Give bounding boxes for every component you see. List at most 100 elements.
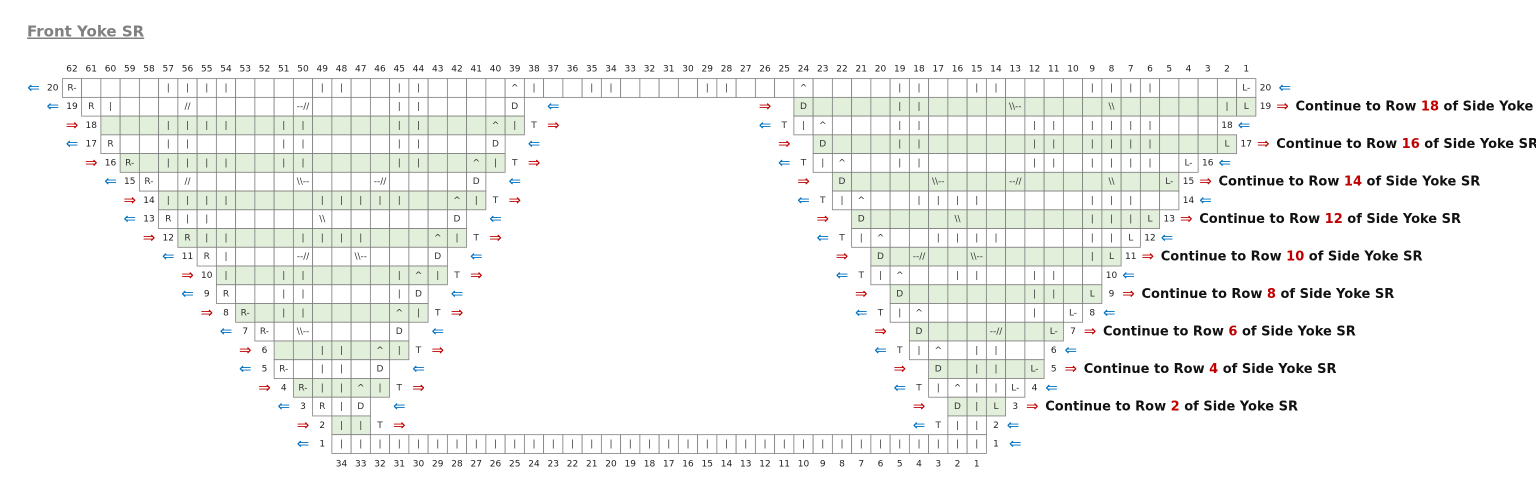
stitch-cell xyxy=(1024,78,1045,98)
turn-mark: T xyxy=(473,233,480,243)
stitch-cell xyxy=(966,209,987,229)
row-arrow: ⇒ xyxy=(816,210,829,228)
stitch-symbol: \\ xyxy=(954,215,961,225)
row-note: Continue to Row 2 of Side Yoke SR xyxy=(1045,399,1298,414)
stitch-symbol: | xyxy=(840,196,843,206)
stitch-symbol: | xyxy=(417,440,420,450)
row-arrow: ⇒ xyxy=(1026,397,1039,415)
stitch-symbol: | xyxy=(629,440,632,450)
row-number: 1 xyxy=(993,440,999,450)
stitch-symbol: | xyxy=(455,233,458,243)
row-number: 12 xyxy=(163,233,174,243)
stitch-symbol: | xyxy=(571,440,574,450)
row-number: 14 xyxy=(1183,196,1195,206)
stitch-symbol: | xyxy=(301,290,304,300)
stitch-symbol: | xyxy=(1091,233,1094,243)
row-arrow: ⇐ xyxy=(27,79,40,97)
stitch-symbol: | xyxy=(1110,84,1113,94)
stitch-cell xyxy=(889,171,910,192)
note-text: Continue to Row xyxy=(1219,174,1344,189)
stitch-cell xyxy=(1005,378,1026,398)
stitch-symbol: R- xyxy=(144,177,153,187)
column-number: 53 xyxy=(240,65,251,75)
row-arrow: ⇒ xyxy=(1064,360,1077,378)
stitch-symbol: | xyxy=(340,365,343,375)
row-arrow: ⇐ xyxy=(855,303,868,321)
stitch-symbol: | xyxy=(1033,308,1036,318)
stitch-cell xyxy=(812,96,833,117)
row-number: 10 xyxy=(1106,271,1118,281)
stitch-cell xyxy=(947,115,968,136)
stitch-cell xyxy=(1197,115,1218,136)
column-number: 45 xyxy=(394,65,405,75)
column-number: 49 xyxy=(317,65,329,75)
column-number: 32 xyxy=(374,460,385,470)
stitch-cell xyxy=(1043,78,1064,98)
stitch-cell xyxy=(1005,340,1026,361)
stitch-cell xyxy=(1005,153,1026,173)
stitch-symbol: | xyxy=(1033,140,1036,150)
stitch-cell xyxy=(331,209,352,229)
stitch-cell xyxy=(1159,134,1180,154)
stitch-cell xyxy=(446,96,468,117)
stitch-symbol: | xyxy=(359,233,362,243)
stitch-symbol: | xyxy=(475,196,478,206)
stitch-cell xyxy=(504,115,525,136)
stitch-cell xyxy=(350,171,371,192)
stitch-cell xyxy=(1178,134,1199,154)
stitch-cell xyxy=(1159,190,1180,211)
stitch-cell xyxy=(908,284,930,304)
row-arrow: ⇐ xyxy=(1199,191,1212,209)
stitch-symbol: | xyxy=(1091,121,1094,131)
stitch-symbol: | xyxy=(1091,252,1094,262)
stitch-symbol: | xyxy=(167,121,170,131)
stitch-cell xyxy=(292,340,314,361)
stitch-cell xyxy=(466,134,487,154)
column-number: 12 xyxy=(759,460,770,470)
stitch-cell xyxy=(870,96,891,117)
stitch-cell xyxy=(966,284,987,304)
note-text: of Side Yoke SR xyxy=(1439,99,1536,114)
row-number: 5 xyxy=(262,365,268,375)
stitch-symbol: | xyxy=(224,271,227,281)
stitch-cell xyxy=(312,284,333,304)
stitch-cell xyxy=(254,190,275,211)
stitch-cell xyxy=(312,321,333,342)
stitch-symbol: | xyxy=(224,233,227,243)
column-number: 59 xyxy=(124,65,136,75)
stitch-symbol: D xyxy=(396,327,403,337)
stitch-cell xyxy=(985,303,1007,323)
stitch-cell xyxy=(446,134,468,154)
stitch-cell xyxy=(966,96,987,117)
stitch-cell xyxy=(235,228,256,248)
note-text: of Side Yoke SR xyxy=(1218,362,1336,377)
stitch-symbol: // xyxy=(184,177,191,187)
column-number: 28 xyxy=(721,65,733,75)
stitch-symbol: | xyxy=(340,402,343,412)
stitch-cell xyxy=(369,228,391,248)
row-arrow: ⇒ xyxy=(489,228,502,246)
stitch-symbol: | xyxy=(378,383,381,393)
turn-mark: T xyxy=(781,121,788,131)
stitch-symbol: | xyxy=(321,383,324,393)
stitch-symbol: | xyxy=(494,158,497,168)
column-number: 6 xyxy=(1147,65,1153,75)
stitch-cell xyxy=(928,321,949,342)
stitch-cell xyxy=(1005,78,1026,98)
column-number: 1 xyxy=(1243,65,1249,75)
stitch-symbol: | xyxy=(975,196,978,206)
column-number: 46 xyxy=(374,65,386,75)
stitch-symbol: ^ xyxy=(472,158,480,168)
column-number: 10 xyxy=(798,460,810,470)
stitch-symbol: ^ xyxy=(934,346,942,356)
stitch-cell xyxy=(831,115,853,136)
stitch-symbol: | xyxy=(340,421,343,431)
column-number: 40 xyxy=(490,65,502,75)
stitch-cell xyxy=(119,78,140,98)
row-arrow: ⇐ xyxy=(1007,416,1020,434)
stitch-cell xyxy=(677,78,699,98)
stitch-symbol: | xyxy=(417,158,420,168)
stitch-cell xyxy=(331,153,352,173)
stitch-cell xyxy=(350,321,371,342)
stitch-symbol: | xyxy=(763,440,766,450)
